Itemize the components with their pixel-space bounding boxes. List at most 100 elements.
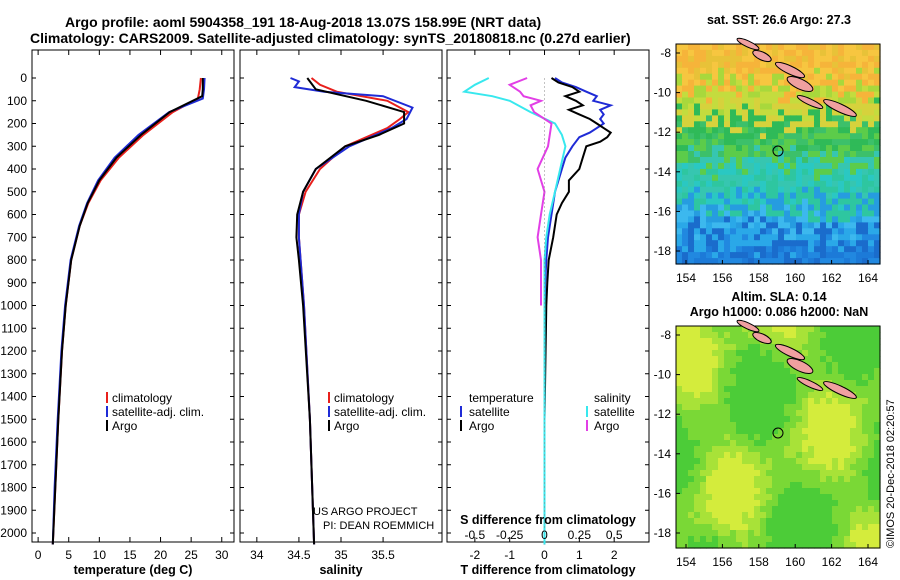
map-cell <box>808 192 815 200</box>
map-cell <box>862 536 869 543</box>
map-cell <box>694 512 701 519</box>
map-cell <box>700 127 707 134</box>
map-cell <box>832 252 839 259</box>
map-cell <box>742 151 749 158</box>
map-cell <box>832 115 839 122</box>
map-cell <box>682 252 689 259</box>
map-cell <box>754 174 761 182</box>
map-cell <box>778 470 785 477</box>
map-cell <box>718 240 725 247</box>
map-cell <box>760 162 767 170</box>
map-cell <box>850 464 857 471</box>
imos-credit: ©IMOS 20-Dec-2018 02:20:57 <box>885 399 897 548</box>
map-cell <box>736 464 743 471</box>
map-cell <box>718 73 725 81</box>
map-cell <box>766 524 773 531</box>
map-cell <box>868 458 875 465</box>
map-cell <box>712 127 719 134</box>
lat-tick-label: -16 <box>654 486 672 500</box>
map-cell <box>760 542 767 549</box>
map-cell <box>688 61 695 69</box>
map-cell <box>820 518 827 525</box>
map-cell <box>862 482 869 489</box>
map-cell <box>772 488 779 495</box>
map-cell <box>832 512 839 519</box>
map-cell <box>856 386 863 393</box>
map-cell <box>724 392 731 399</box>
map-cell <box>772 252 779 259</box>
map-cell <box>862 127 869 134</box>
map-cell <box>772 121 779 128</box>
map-cell <box>838 338 845 345</box>
map-cell <box>808 542 815 549</box>
map-cell <box>778 518 785 525</box>
map-cell <box>808 422 815 429</box>
map-cell <box>826 428 833 435</box>
map-cell <box>682 434 689 441</box>
map-cell <box>796 198 803 206</box>
map-cell <box>724 145 731 152</box>
map-cell <box>748 536 755 543</box>
map-cell <box>682 470 689 477</box>
map-cell <box>748 79 755 87</box>
map-cell <box>736 536 743 543</box>
map-cell <box>682 204 689 211</box>
map-cell <box>742 103 749 110</box>
map-cell <box>688 398 695 405</box>
map-cell <box>724 500 731 507</box>
legend-item-sal-satellite: satellite <box>594 405 635 419</box>
map-cell <box>784 115 791 122</box>
map-cell <box>778 536 785 543</box>
map-cell <box>748 204 755 211</box>
map-cell <box>874 168 881 176</box>
map-cell <box>778 326 785 333</box>
map-cell <box>718 344 725 351</box>
map-cell <box>712 198 719 206</box>
map-cell <box>856 512 863 519</box>
map-cell <box>862 368 869 375</box>
map-cell <box>748 344 755 351</box>
map-cell <box>802 494 809 501</box>
map-cell <box>718 458 725 465</box>
map-cell <box>748 482 755 489</box>
map-cell <box>730 482 737 489</box>
map-cell <box>688 422 695 429</box>
map-cell <box>700 488 707 495</box>
map-cell <box>694 392 701 399</box>
map-cell <box>712 258 719 265</box>
map-cell <box>742 416 749 423</box>
map-cell <box>850 73 857 81</box>
map-cell <box>730 500 737 507</box>
x-tick-label: 0 <box>541 548 548 562</box>
map-cell <box>784 404 791 411</box>
map-cell <box>808 121 815 128</box>
map-cell <box>730 115 737 122</box>
map-cell <box>850 85 857 93</box>
map-cell <box>760 356 767 363</box>
map-cell <box>748 127 755 134</box>
map-cell <box>850 380 857 387</box>
map-cell <box>850 222 857 229</box>
map-cell <box>814 356 821 363</box>
lat-tick-label: -14 <box>654 165 672 179</box>
map-cell <box>802 204 809 211</box>
figure-title-line1: Argo profile: aoml 5904358_191 18-Aug-20… <box>65 14 541 30</box>
map-cell <box>730 210 737 217</box>
map-cell <box>838 216 845 223</box>
map-cell <box>682 85 689 93</box>
map-cell <box>760 392 767 399</box>
map-cell <box>724 151 731 158</box>
map-cell <box>748 530 755 537</box>
map-cell <box>736 145 743 152</box>
map-cell <box>754 246 761 253</box>
map-cell <box>682 350 689 357</box>
map-cell <box>712 344 719 351</box>
map-cell <box>682 386 689 393</box>
map-cell <box>730 151 737 158</box>
map-cell <box>706 488 713 495</box>
map-cell <box>862 234 869 241</box>
map-cell <box>844 434 851 441</box>
map-cell <box>688 542 695 549</box>
map-cell <box>736 192 743 200</box>
map-cell <box>706 91 713 99</box>
